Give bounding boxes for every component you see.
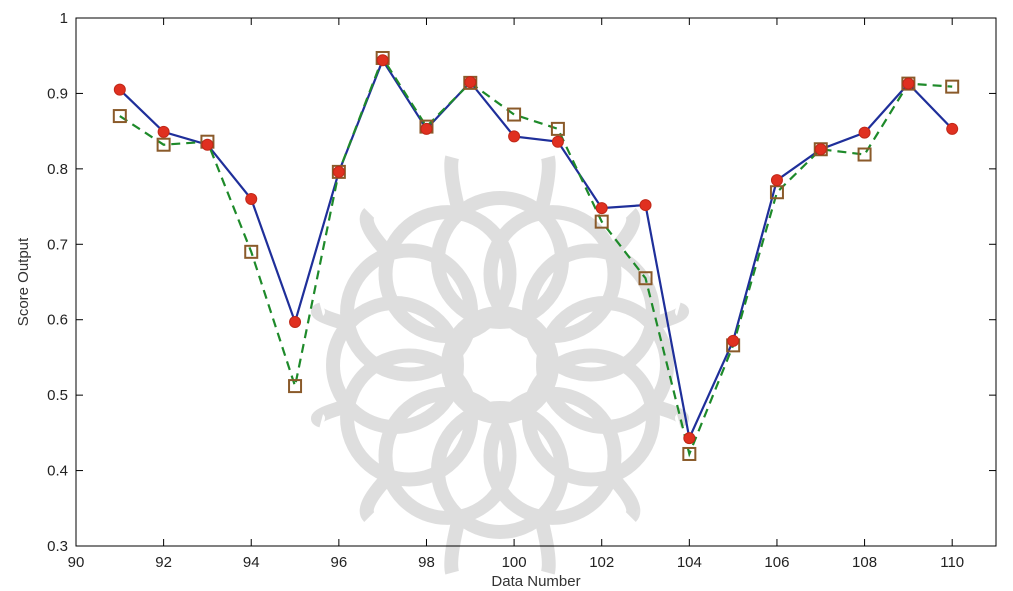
- watermark-ornament: [310, 155, 690, 575]
- x-tick-label: 104: [677, 554, 702, 571]
- y-tick-label: 0.6: [47, 312, 68, 329]
- series-2-point: [594, 214, 609, 229]
- watermark-petal: [483, 205, 622, 344]
- x-axis-label: Data Number: [491, 573, 580, 590]
- series-1-point: [814, 143, 827, 156]
- series-1-point: [858, 126, 871, 139]
- watermark-spike: [532, 508, 556, 575]
- series-2-point: [156, 137, 171, 152]
- series-1-line: [119, 57, 953, 442]
- series-1-point: [376, 54, 389, 67]
- y-tick-label: 0.7: [47, 236, 68, 253]
- watermark-spike: [444, 155, 468, 222]
- x-tick-label: 106: [764, 554, 789, 571]
- series-1-point: [902, 77, 915, 90]
- watermark-spike: [359, 466, 399, 522]
- x-tick-label: 90: [68, 554, 85, 571]
- series-1-point: [683, 432, 696, 445]
- x-tick-label: 102: [589, 554, 614, 571]
- watermark-spike: [643, 302, 690, 333]
- series-2-point: [638, 271, 653, 286]
- series-1-point: [201, 138, 214, 151]
- y-tick-label: 1: [60, 10, 68, 27]
- y-axis: 0.3 0.4 0.5 0.6 0.7 0.8 0.9 1: [47, 10, 996, 555]
- x-tick-label: 110: [940, 554, 964, 571]
- series-2-point: [244, 244, 259, 259]
- x-tick-label: 100: [502, 554, 527, 571]
- x-axis: 90 92 94 96 98 100 102 104 106 108 110: [68, 18, 964, 571]
- series-2-line: [119, 55, 953, 458]
- series-2-point: [769, 185, 784, 200]
- watermark-spike: [532, 155, 556, 222]
- x-tick-label: 92: [155, 554, 172, 571]
- series-2-point: [507, 107, 522, 122]
- x-tick-label: 108: [852, 554, 877, 571]
- watermark-spike: [444, 508, 468, 575]
- y-tick-label: 0.8: [47, 161, 68, 178]
- series-1-point: [770, 174, 783, 187]
- series-1-point: [289, 315, 302, 328]
- series-1-point: [595, 202, 608, 215]
- series-layer: [112, 50, 960, 461]
- series-1-point: [551, 135, 564, 148]
- y-tick-label: 0.4: [47, 463, 68, 480]
- plot-area-frame: [75, 17, 997, 547]
- series-2-point: [550, 121, 565, 136]
- series-2-point: [945, 79, 960, 94]
- y-tick-label: 0.5: [47, 387, 68, 404]
- watermark-spike: [359, 208, 399, 264]
- y-axis-label: Score Output: [15, 237, 32, 326]
- series-1-point: [420, 122, 433, 135]
- series-2-point: [857, 147, 872, 162]
- series-1-point: [245, 193, 258, 206]
- watermark-spike: [601, 208, 641, 264]
- series-2-point: [682, 446, 697, 461]
- watermark-petal: [521, 243, 660, 382]
- series-2-point: [288, 379, 303, 394]
- watermark-spike: [310, 302, 357, 333]
- watermark-petal: [483, 386, 622, 525]
- x-tick-label: 98: [418, 554, 435, 571]
- x-tick-label: 96: [331, 554, 348, 571]
- series-1-point: [113, 83, 126, 96]
- series-1-point: [508, 130, 521, 143]
- series-2-point: [112, 109, 127, 124]
- y-tick-label: 0.9: [47, 85, 68, 102]
- x-tick-label: 94: [243, 554, 260, 571]
- series-1-point: [157, 125, 170, 138]
- watermark-spike: [310, 397, 357, 428]
- series-1-point: [464, 76, 477, 89]
- y-tick-label: 0.3: [47, 538, 68, 555]
- watermark-spike: [601, 466, 641, 522]
- series-1-point: [639, 199, 652, 212]
- series-1-point: [946, 122, 959, 135]
- watermark-petal: [378, 205, 517, 344]
- series-1-point: [727, 334, 740, 347]
- series-1-point: [332, 165, 345, 178]
- watermark-petal: [340, 348, 479, 487]
